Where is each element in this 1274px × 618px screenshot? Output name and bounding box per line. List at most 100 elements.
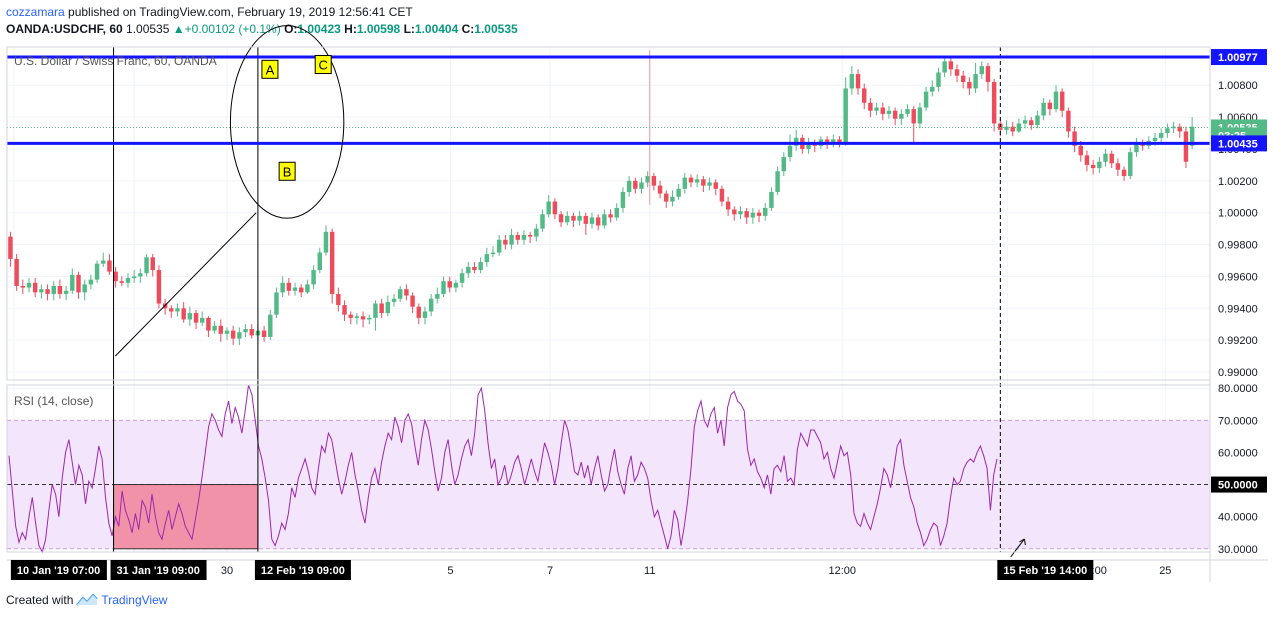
candle-body [131, 276, 137, 279]
tradingview-link[interactable]: TradingView [101, 593, 168, 607]
candle-body [1022, 120, 1028, 124]
candle-body [484, 254, 490, 263]
candle-body [391, 298, 397, 302]
candle-body [595, 217, 601, 226]
time-tick-label: 12:00 [828, 565, 856, 577]
candle-body [286, 282, 292, 291]
candle-body [620, 191, 626, 208]
candle-body [373, 303, 378, 318]
annotation-text: A [266, 62, 275, 77]
candle-body [874, 107, 879, 111]
candle-body [292, 287, 298, 291]
candle-body [744, 211, 749, 218]
rsi-tick-label: 30.0000 [1218, 544, 1258, 556]
candle-body [534, 228, 539, 237]
rsi-value-box [1211, 476, 1267, 493]
author-link[interactable]: cozzamara [6, 5, 65, 19]
trend-line [114, 212, 257, 357]
candle-body [571, 215, 576, 221]
candle-body [94, 263, 100, 280]
time-highlight-box [997, 560, 1094, 580]
candle-body [787, 145, 793, 157]
candle-body [14, 258, 19, 286]
candle-body [45, 289, 50, 294]
candle-body [527, 235, 533, 237]
price-label-hline: 1.00977 [1211, 49, 1267, 66]
annotation-box [314, 55, 332, 75]
price-tick-label: 1.00200 [1218, 176, 1258, 188]
candle-body [521, 235, 527, 240]
candle-body [8, 236, 13, 259]
candle-body [478, 262, 483, 271]
time-highlight-label: 12 Feb '19 09:00 [254, 560, 351, 580]
candle-body [193, 313, 199, 323]
candle-body [323, 231, 329, 253]
candle-body [32, 282, 38, 293]
candle-body [1097, 161, 1102, 169]
price-label-hline: 1.00435 [1211, 135, 1267, 152]
candle-body [1183, 131, 1189, 162]
candle-body [886, 110, 892, 114]
candle-body [682, 177, 688, 189]
tradingview-logo-icon [76, 594, 99, 606]
candle-body [979, 66, 985, 75]
candle-body [1103, 153, 1108, 162]
published-text: published on TradingView.com, February 1… [68, 5, 413, 19]
rsi-tick-label: 80.0000 [1218, 383, 1258, 395]
candle-body [664, 193, 669, 202]
candle-body [212, 325, 217, 331]
candle-body [379, 303, 384, 314]
time-highlight-box [10, 560, 107, 580]
candle-body [775, 171, 780, 192]
candle-body [88, 279, 94, 285]
candle-body [1029, 120, 1034, 126]
candle-body [973, 74, 978, 89]
candle-body [441, 281, 446, 294]
candle-body [200, 317, 205, 323]
candle-body [750, 212, 756, 218]
candle-body [713, 182, 718, 189]
candle-body [305, 284, 310, 293]
candle-body [422, 311, 428, 318]
candle-body [1152, 137, 1158, 142]
candle-body [404, 289, 409, 296]
candle-body [1053, 91, 1059, 110]
candle-body [923, 91, 929, 108]
footer-prefix: Created with [6, 593, 74, 607]
candle-body [169, 308, 174, 312]
candle-body [509, 235, 514, 245]
candle-body [824, 139, 830, 145]
time-tick-label: 5 [447, 565, 453, 577]
candle-body [490, 252, 496, 255]
candle-body [230, 330, 236, 339]
footer: Created with TradingView [6, 593, 167, 607]
candle-body [694, 179, 700, 183]
candle-body [63, 290, 69, 294]
price-label-text: 1.00435 [1218, 138, 1258, 150]
candle-body [181, 308, 186, 320]
candle-body [459, 273, 465, 283]
candle-body [218, 325, 224, 334]
candle-body [1059, 91, 1065, 111]
symbol-label: OANDA:USDCHF, 60 [6, 22, 123, 36]
candle-body [688, 177, 694, 183]
last-price: 1.00535 [126, 22, 170, 36]
rsi-value-text: 50.0000 [1218, 480, 1258, 492]
candle-body [633, 180, 638, 189]
arrow-line [1010, 538, 1025, 558]
time-tick-label: 11 [644, 565, 655, 577]
candle-body [1158, 133, 1164, 138]
candle-body [1177, 126, 1182, 132]
price-tick-label: 0.99200 [1218, 335, 1258, 347]
candle-body [899, 113, 904, 119]
time-tick-label: 30 [221, 565, 233, 577]
candle-body [416, 306, 421, 318]
candle-body [725, 201, 731, 210]
candle-body [138, 273, 143, 277]
low-value: 1.00404 [414, 22, 459, 36]
candle-body [156, 270, 162, 304]
candle-body [1109, 153, 1114, 164]
ohlc-header: OANDA:USDCHF, 60 1.00535 ▲+0.00102 (+0.1… [6, 22, 518, 36]
candle-body [144, 257, 149, 274]
